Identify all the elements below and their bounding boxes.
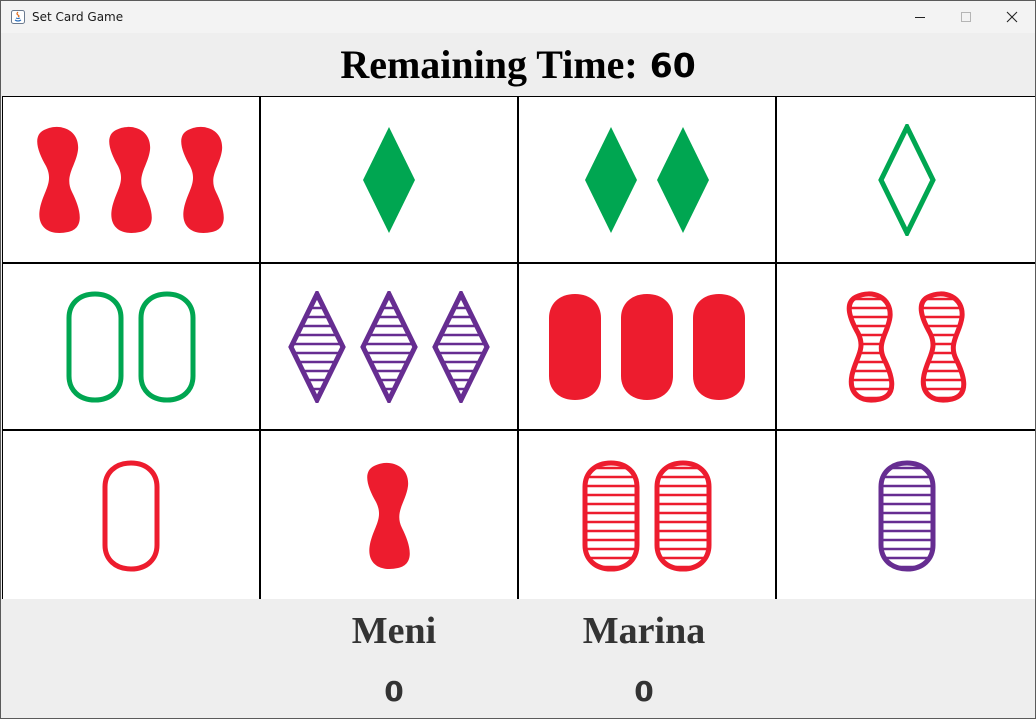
oval-icon bbox=[66, 290, 124, 403]
oval-symbols bbox=[549, 293, 745, 400]
minimize-button[interactable] bbox=[897, 1, 943, 33]
squiggle-icon bbox=[918, 290, 966, 402]
squiggle-icon bbox=[367, 462, 410, 569]
title-bar[interactable]: Set Card Game bbox=[1, 1, 1035, 33]
squiggle-icon bbox=[181, 126, 224, 233]
player-score: 0 bbox=[634, 675, 654, 708]
card[interactable] bbox=[3, 264, 261, 431]
oval-icon bbox=[102, 459, 160, 572]
diamond-symbols bbox=[288, 290, 490, 403]
squiggle-symbols bbox=[367, 462, 410, 569]
squiggle-symbols bbox=[846, 290, 966, 402]
window-controls bbox=[897, 1, 1035, 33]
card[interactable] bbox=[777, 264, 1035, 431]
card[interactable] bbox=[519, 431, 777, 600]
squiggle-symbols bbox=[37, 126, 224, 233]
player-name: Marina bbox=[582, 610, 706, 652]
player-panel: Meni 0 bbox=[269, 599, 519, 708]
timer-panel: Remaining Time: 60 bbox=[1, 33, 1035, 96]
player-panel: Marina 0 bbox=[519, 599, 769, 708]
card[interactable] bbox=[519, 264, 777, 431]
window-title: Set Card Game bbox=[32, 10, 124, 24]
card[interactable] bbox=[261, 264, 519, 431]
diamond-icon bbox=[432, 290, 490, 403]
close-button[interactable] bbox=[989, 1, 1035, 33]
card[interactable] bbox=[519, 97, 777, 264]
diamond-symbols bbox=[585, 126, 709, 233]
squiggle-icon bbox=[109, 126, 152, 233]
squiggle-icon bbox=[846, 290, 894, 402]
player-name: Meni bbox=[351, 610, 437, 652]
card-grid bbox=[2, 96, 1035, 600]
oval-icon bbox=[621, 293, 673, 400]
oval-icon bbox=[878, 459, 935, 572]
diamond-icon bbox=[288, 290, 346, 403]
players-panel: Meni 0 Marina 0 bbox=[1, 599, 1035, 718]
diamond-icon bbox=[877, 123, 936, 236]
card[interactable] bbox=[3, 97, 261, 264]
player-score: 0 bbox=[384, 675, 404, 708]
oval-icon bbox=[582, 459, 640, 572]
oval-symbols bbox=[582, 459, 712, 572]
diamond-symbols bbox=[877, 123, 936, 236]
timer-value: 60 bbox=[649, 46, 696, 85]
close-icon bbox=[1006, 11, 1018, 23]
card[interactable] bbox=[261, 97, 519, 264]
diamond-symbols bbox=[363, 126, 415, 233]
card[interactable] bbox=[261, 431, 519, 600]
oval-symbols bbox=[102, 459, 160, 572]
card[interactable] bbox=[777, 97, 1035, 264]
diamond-icon bbox=[585, 126, 637, 233]
java-app-icon bbox=[11, 10, 25, 24]
diamond-icon bbox=[363, 126, 415, 233]
timer-label: Remaining Time: bbox=[340, 42, 638, 87]
diamond-icon bbox=[657, 126, 709, 233]
maximize-button[interactable] bbox=[943, 1, 989, 33]
oval-icon bbox=[693, 293, 745, 400]
oval-icon bbox=[549, 293, 601, 400]
oval-symbols bbox=[66, 290, 196, 403]
oval-icon bbox=[654, 459, 712, 572]
card[interactable] bbox=[3, 431, 261, 600]
oval-symbols bbox=[878, 459, 935, 572]
squiggle-icon bbox=[37, 126, 80, 233]
maximize-icon bbox=[961, 12, 971, 22]
minimize-icon bbox=[915, 17, 925, 18]
oval-icon bbox=[138, 290, 196, 403]
card[interactable] bbox=[777, 431, 1035, 600]
diamond-icon bbox=[360, 290, 418, 403]
